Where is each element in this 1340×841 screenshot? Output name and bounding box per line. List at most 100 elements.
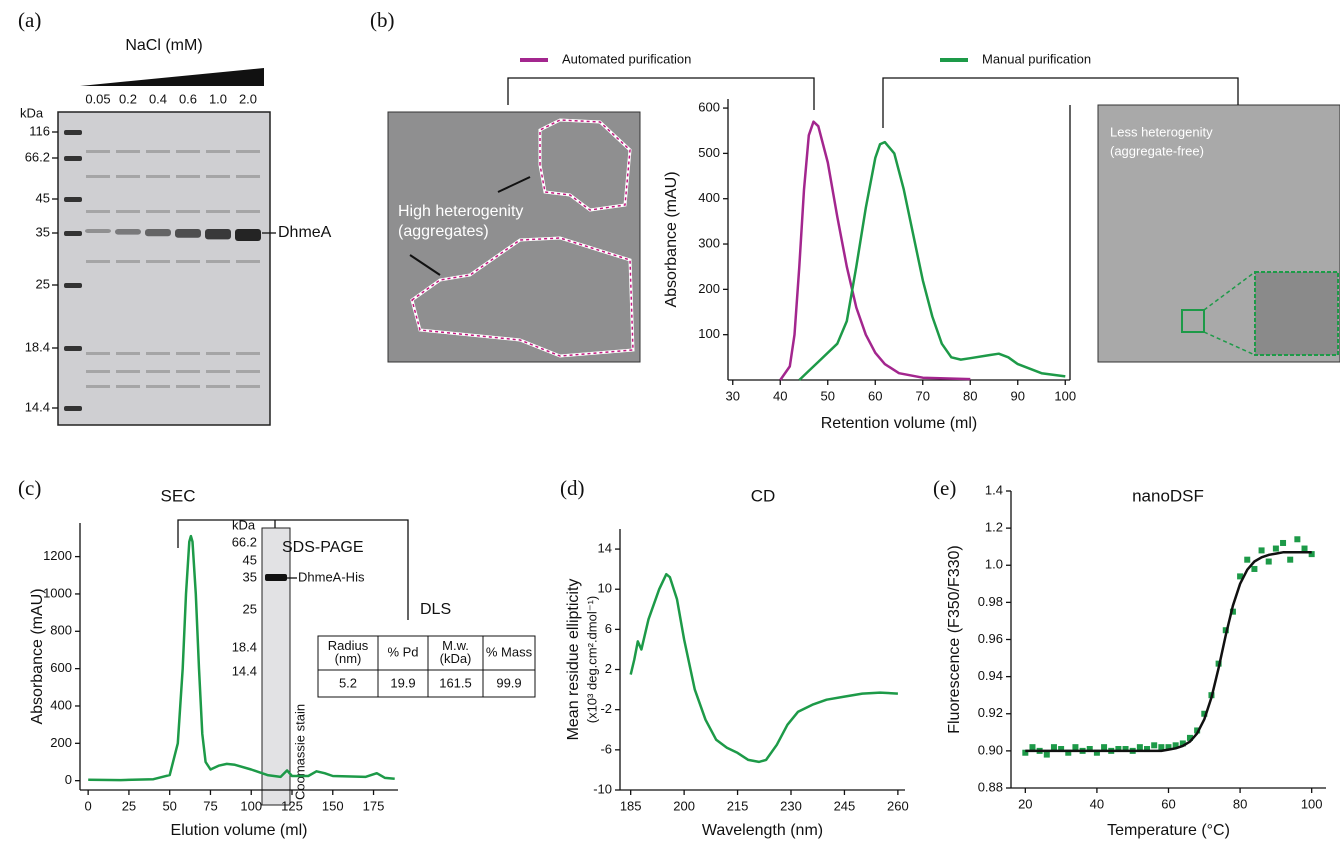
zoom-box [1181,309,1205,333]
y-tick-label: 200 [50,735,72,750]
micrograph [387,111,641,363]
chart-title: CD [751,486,776,505]
point [1093,749,1100,756]
minor-band [206,385,230,388]
series-line [88,534,395,782]
point [1029,744,1036,751]
x-tick-label: 185 [620,798,642,813]
marker-label: 66.2 [25,149,50,164]
point [1165,744,1172,751]
y-tick-label: 1.2 [985,520,1003,535]
x-tick-label: 125 [281,798,303,813]
minor-band [176,385,200,388]
y-tick-label: -2 [600,701,612,716]
minor-band [116,370,140,373]
band [85,229,111,233]
y-tick-label: 500 [698,145,720,160]
y-tick-label: 200 [698,281,720,296]
series-line [779,120,971,381]
gel-title: NaCl (mM) [125,37,202,54]
point [1294,536,1301,543]
minor-band [206,210,230,213]
aggregate-outline [539,119,631,211]
chart-title: nanoDSF [1132,486,1204,505]
x-tick-label: 100 [1301,796,1323,811]
minor-band [236,175,260,178]
x-tick-label: 75 [203,798,217,813]
marker-label: 25 [36,276,50,291]
x-tick-label: 215 [727,798,749,813]
minor-band [86,352,110,355]
x-tick-label: 40 [773,388,787,403]
y-axis-label: Mean residue ellipticity [565,579,582,741]
x-tick-label: 30 [726,388,740,403]
minor-band [86,385,110,388]
minor-band [146,352,170,355]
minor-band [176,370,200,373]
marker-label: 116 [29,123,50,138]
point [1186,734,1193,741]
point [1179,740,1186,747]
point [1158,744,1165,751]
x-tick-label: 60 [1161,796,1175,811]
minor-band [116,150,140,153]
y-tick-label: 1.0 [985,557,1003,572]
band-label: DhmeA-His [298,569,365,584]
table-header: Radius [328,638,369,653]
y-tick-label: 1200 [43,548,72,563]
lane-label: 0.6 [179,91,197,106]
marker-label: 35 [36,224,50,239]
minor-band [176,175,200,178]
band [115,229,141,235]
inset-gel-band [265,574,287,581]
minor-band [176,150,200,153]
y-tick-label: 6 [605,621,612,636]
x-tick-label: 260 [887,798,909,813]
x-tick-label: 200 [673,798,695,813]
dls-title: DLS [420,601,451,618]
marker-band [64,130,82,135]
point [1022,749,1029,756]
y-tick-label: 0.92 [978,705,1003,720]
y-tick-label: 100 [698,326,720,341]
marker-label: 18.4 [25,339,50,354]
aggregate-outline [411,237,634,357]
x-tick-label: 0 [85,798,92,813]
point [1258,547,1265,554]
marker-label: 25 [243,601,257,616]
point [1058,746,1065,753]
y-tick-label: 1000 [43,585,72,600]
charts: 30 40 50 60 70 80 90 100100200300400500600Reten… [29,51,1326,839]
minor-band [206,260,230,263]
series-line [629,572,898,764]
minor-band [236,352,260,355]
series-line [798,140,1066,381]
x-tick-label: 50 [821,388,835,403]
zoom-lines [1203,271,1256,356]
point [1065,749,1072,756]
panel-label: (c) [18,476,41,500]
y-tick-label: 400 [50,697,72,712]
x-tick-label: 230 [780,798,802,813]
point [1136,744,1143,751]
marker-label: 45 [243,552,257,567]
stain-label: Coomassie stain [292,704,307,800]
marker-band [64,346,82,351]
y-tick-label: -6 [600,741,612,756]
minor-band [86,210,110,213]
minor-band [176,352,200,355]
y-axis-label: Fluorescence (F350/F330) [946,545,963,734]
marker-band [64,283,82,288]
x-tick-label: 80 [963,388,977,403]
minor-band [236,260,260,263]
table-header: M.w. [442,638,469,653]
x-axis-label: Elution volume (ml) [171,822,308,839]
minor-band [236,370,260,373]
bracket [507,77,1239,128]
point [1151,742,1158,749]
x-tick-label: 40 [1090,796,1104,811]
marker-band [64,231,82,236]
legend-label: Manual purification [982,51,1091,66]
y-tick-label: 400 [698,190,720,205]
